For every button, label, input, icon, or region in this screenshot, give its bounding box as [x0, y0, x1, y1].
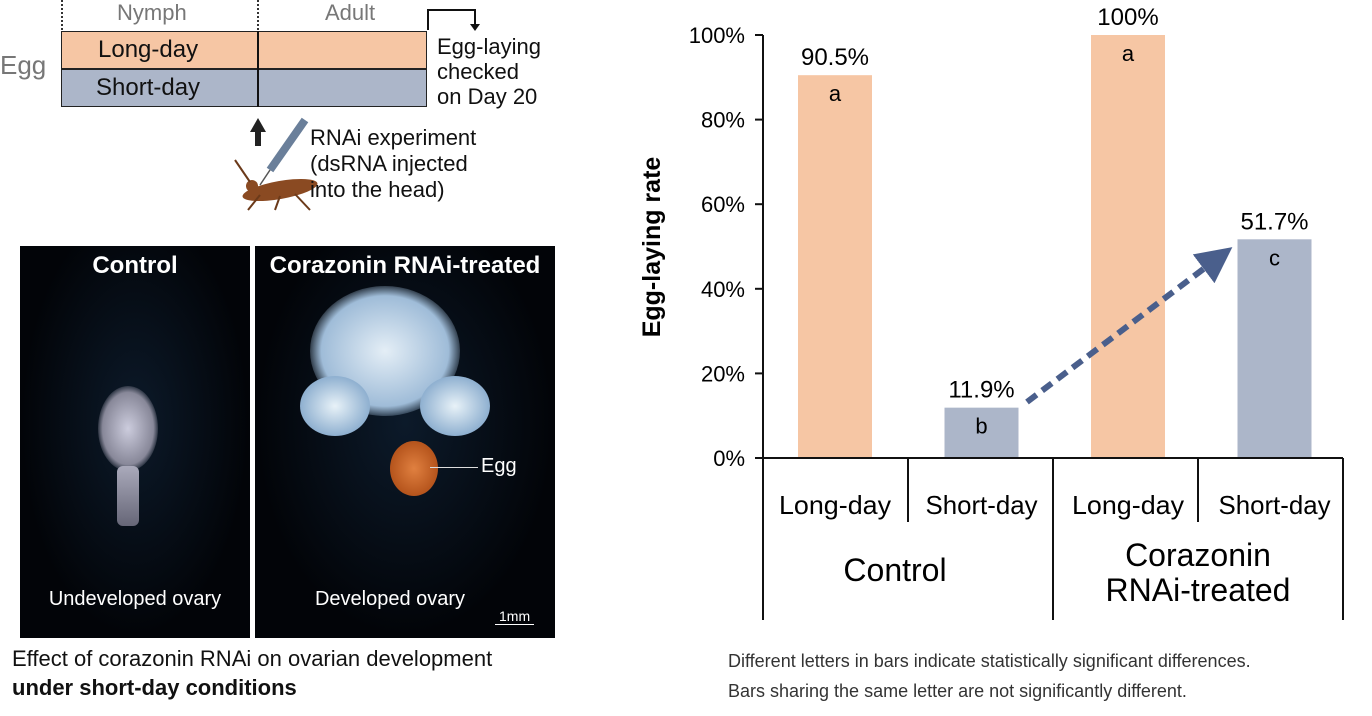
control-photo-caption: Undeveloped ovary: [48, 588, 222, 610]
bar: [1091, 35, 1165, 458]
scale-bar: 1mm: [495, 608, 535, 625]
trend-arrow: [1025, 247, 1233, 405]
y-tick-label: 60%: [701, 192, 745, 217]
treated-photo-caption: Developed ovary: [314, 588, 466, 610]
check-note: Egg-laying checked on Day 20: [437, 34, 541, 109]
significance-letter: a: [829, 81, 842, 106]
egg-image: [390, 441, 438, 496]
stage-nymph: Nymph: [117, 0, 187, 25]
x-category-label: Short-day: [926, 490, 1038, 520]
y-tick-label: 100%: [689, 23, 745, 48]
significance-letter: b: [975, 414, 987, 439]
injection-note-line: (dsRNA injected: [310, 151, 468, 176]
adult-start-divider: [257, 0, 259, 30]
long-day-label: Long-day: [98, 36, 199, 63]
bar-value-label: 51.7%: [1240, 208, 1308, 235]
injection-note: RNAi experiment (dsRNA injected into the…: [310, 125, 476, 203]
note-line-1: Different letters in bars indicate stati…: [728, 651, 1251, 671]
significance-letter: c: [1269, 245, 1280, 270]
significance-letter: a: [1122, 41, 1135, 66]
short-day-row: Short-day: [61, 69, 427, 107]
check-note-line: Egg-laying: [437, 34, 541, 59]
y-axis-label: Egg-laying rate: [638, 157, 666, 338]
figure-caption: Effect of corazonin RNAi on ovarian deve…: [12, 646, 493, 671]
bar: [1237, 239, 1312, 458]
treated-ovary-photo: Corazonin RNAi-treated Egg Developed ova…: [255, 246, 555, 638]
y-tick-label: 40%: [701, 277, 745, 302]
bar: [798, 75, 872, 458]
oocyte-left-image: [300, 376, 370, 436]
group-label-treated-line2: RNAi-treated: [1106, 572, 1291, 608]
egg-pointer-line: [430, 467, 478, 468]
insect-injection-icon: [234, 117, 318, 211]
stage-adult: Adult: [325, 0, 376, 25]
y-tick-label: 0%: [713, 446, 745, 471]
long-day-row: Long-day: [61, 31, 427, 69]
treated-photo-title: Corazonin RNAi-treated: [269, 252, 541, 279]
injection-marker-line: [257, 31, 259, 107]
egg-photo-label: Egg: [481, 455, 517, 477]
check-note-line: on Day 20: [437, 84, 538, 109]
nymph-start-divider: [61, 0, 63, 30]
group-label-treated-line1: Corazonin: [1125, 537, 1271, 573]
control-ovary-photo: Control Undeveloped ovary: [20, 246, 250, 638]
check-note-line: checked: [437, 59, 519, 84]
x-category-label: Long-day: [779, 490, 891, 520]
x-category-label: Long-day: [1072, 490, 1184, 520]
group-label-control: Control: [843, 552, 946, 588]
undeveloped-ovary-image: [98, 386, 158, 471]
injection-note-line: RNAi experiment: [310, 125, 477, 150]
bar-value-label: 100%: [1097, 4, 1158, 31]
control-photo-title: Control: [92, 252, 178, 279]
y-tick-label: 80%: [701, 108, 745, 133]
y-tick-label: 20%: [701, 361, 745, 386]
x-category-label: Short-day: [1219, 490, 1331, 520]
figure-caption-bold: under short-day conditions: [12, 675, 297, 700]
egg-label: Egg: [0, 50, 47, 80]
check-arrow-icon: [427, 9, 480, 31]
bar-value-label: 11.9%: [948, 377, 1014, 404]
injection-note-line: into the head): [310, 177, 445, 202]
note-line-2: Bars sharing the same letter are not sig…: [728, 681, 1187, 701]
oocyte-right-image: [420, 376, 490, 436]
bar: [944, 407, 1019, 458]
oviduct-image: [117, 466, 139, 526]
bar-value-label: 90.5%: [801, 44, 869, 71]
short-day-label: Short-day: [96, 74, 201, 101]
